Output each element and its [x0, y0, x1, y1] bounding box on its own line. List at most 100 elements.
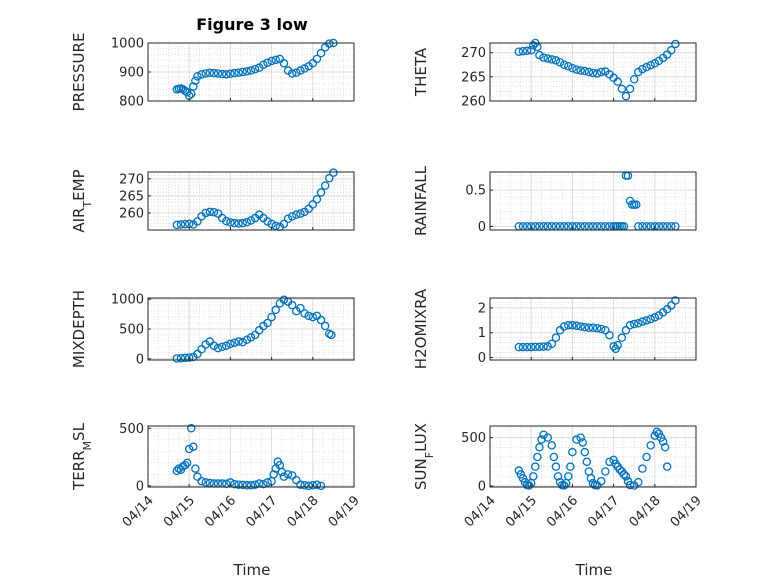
data-point	[287, 212, 297, 221]
axes-box	[147, 425, 355, 488]
data-point	[279, 59, 289, 68]
data-point	[246, 333, 256, 342]
data-point	[580, 66, 590, 76]
data-point	[312, 195, 322, 204]
data-point	[609, 342, 618, 351]
data-point	[246, 216, 256, 225]
data-point	[263, 318, 272, 328]
y-tick-label: 0	[136, 352, 144, 367]
x-tick-label: 04/18	[627, 493, 664, 530]
data-point	[625, 480, 635, 490]
data-point	[242, 67, 252, 76]
data-point	[578, 438, 587, 447]
y-axis-label: RAINFALL	[412, 165, 430, 236]
data-point	[246, 66, 256, 75]
x-tick-label: 04/14	[120, 493, 157, 530]
y-tick-label: 0	[478, 351, 486, 366]
data-point	[559, 60, 569, 70]
data-point	[586, 474, 596, 483]
chart-panel-sun-flux: 0 500 04/14 04/15 04/16 04/17 04/18 04/19 SUNFLU…	[412, 423, 705, 530]
data-point	[539, 342, 548, 351]
data-point	[250, 64, 260, 74]
y-tick-label: 500	[119, 422, 144, 437]
data-point	[242, 217, 252, 227]
x-tick-label: 04/15	[503, 493, 540, 530]
data-point	[564, 321, 573, 330]
data-point	[316, 315, 326, 325]
data-point	[642, 452, 651, 462]
data-point	[572, 321, 581, 331]
data-point	[259, 479, 268, 489]
data-point	[535, 443, 544, 452]
data-point	[559, 322, 569, 331]
data-point	[189, 442, 198, 451]
data-point	[617, 84, 627, 94]
data-point	[263, 478, 272, 487]
data-point	[234, 68, 243, 77]
data-point	[634, 319, 643, 328]
data-point	[543, 342, 552, 351]
data-point	[180, 460, 190, 470]
data-point	[300, 481, 309, 490]
chart-panel-pressure: 800 900 1000 PRESSURE	[70, 33, 355, 112]
x-tick-label: 04/14	[462, 493, 499, 530]
data-point	[304, 311, 313, 321]
data-point	[526, 46, 536, 55]
data-point	[642, 62, 651, 72]
axes-box	[489, 42, 697, 102]
data-point	[621, 91, 631, 101]
data-point	[613, 77, 622, 86]
data-point	[646, 60, 655, 70]
data-point	[308, 312, 318, 322]
data-point	[193, 72, 202, 81]
data-point	[547, 339, 557, 349]
chart-panel-terr-msl: 0 500 04/14 04/15 04/16 04/17 04/18 04/19 TERRMS…	[70, 422, 363, 531]
data-point	[576, 322, 585, 331]
chart-panel-h2omixra: 0 1 2 H2OMIXRA	[412, 288, 697, 369]
data-point	[182, 458, 192, 468]
data-point	[658, 437, 668, 446]
data-point	[238, 218, 248, 228]
data-point	[625, 84, 635, 94]
data-point	[551, 333, 561, 342]
data-point	[197, 476, 206, 486]
data-point	[308, 200, 318, 209]
data-point	[320, 181, 330, 190]
data-point	[568, 63, 577, 73]
data-point	[555, 58, 565, 67]
y-tick-label: 500	[119, 323, 144, 338]
data-point	[189, 82, 198, 91]
data-point	[576, 433, 585, 442]
data-point	[621, 325, 631, 335]
y-tick-label: 500	[461, 431, 486, 446]
data-point	[191, 76, 200, 85]
data-point	[201, 69, 210, 78]
data-point	[201, 208, 210, 218]
y-tick-label: 0	[136, 479, 144, 494]
data-point	[601, 467, 610, 476]
data-point	[308, 481, 318, 490]
x-tick-label: 04/16	[202, 493, 239, 530]
data-point	[646, 314, 655, 324]
data-point	[592, 324, 602, 333]
data-point	[535, 342, 544, 352]
data-point	[172, 354, 182, 363]
data-point	[650, 59, 660, 68]
y-tick-label: 0.5	[465, 184, 486, 199]
data-point	[222, 70, 231, 79]
data-point	[279, 472, 289, 481]
data-point	[292, 68, 301, 77]
data-point	[615, 465, 625, 474]
data-point	[522, 46, 532, 55]
y-tick-label: 0	[478, 220, 486, 235]
axes-box	[489, 425, 697, 488]
y-tick-label: 270	[119, 172, 144, 187]
axes-box	[489, 171, 697, 231]
y-tick-label: 260	[119, 206, 144, 221]
data-point	[250, 480, 260, 489]
y-axis-label: PRESSURE	[70, 33, 88, 112]
data-point	[193, 349, 202, 359]
x-tick-label: 04/19	[326, 493, 363, 530]
data-point	[259, 60, 268, 70]
